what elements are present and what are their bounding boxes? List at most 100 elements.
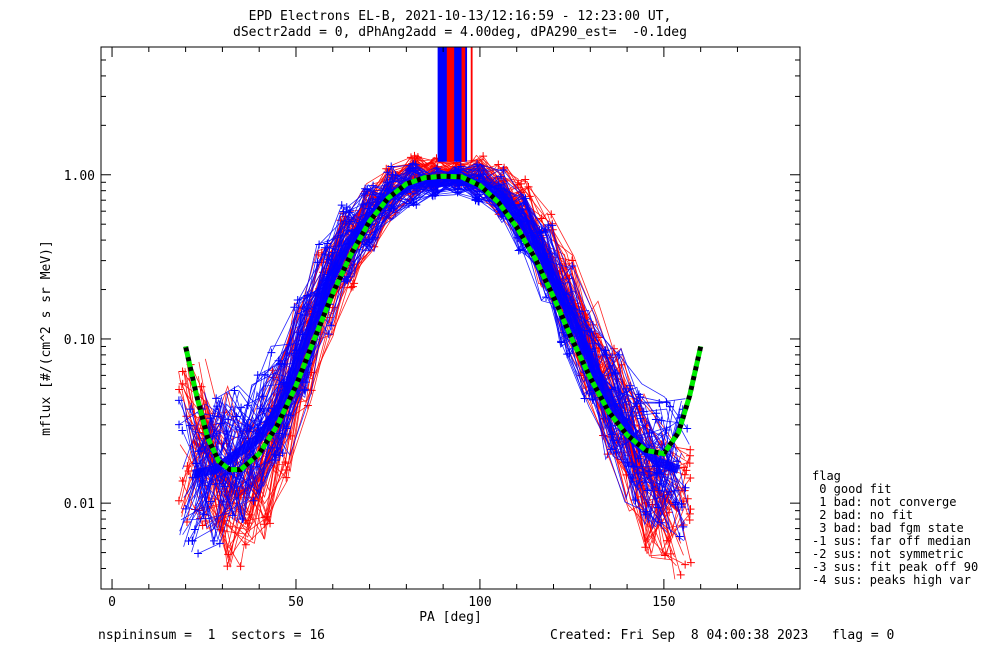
x-tick-label: 0 [108, 595, 116, 610]
data-point-marker [383, 168, 392, 177]
data-point-marker [206, 414, 215, 423]
footer-right: Created: Fri Sep 8 04:00:38 2023 flag = … [550, 628, 895, 643]
data-point-marker [194, 549, 203, 558]
data-point-marker [241, 540, 250, 549]
data-point-marker [494, 160, 503, 169]
flag-legend-item: 3 bad: bad fgm state [812, 521, 964, 535]
data-point-marker [626, 381, 635, 390]
y-axis-label: mflux [#/(cm^2 s sr MeV)] [39, 240, 54, 436]
data-point-marker [183, 462, 192, 471]
fit-curve-green [183, 173, 704, 473]
data-point-marker [686, 473, 695, 482]
data-point-marker [210, 536, 219, 545]
data-point-marker [224, 550, 233, 559]
data-point-marker [493, 205, 502, 214]
data-point-marker [473, 160, 482, 169]
data-point-marker [474, 197, 483, 206]
data-point-marker [260, 370, 269, 379]
data-point-marker [676, 570, 685, 579]
data-point-marker [253, 371, 262, 380]
data-point-marker [388, 170, 397, 179]
data-point-marker [246, 424, 255, 433]
data-point-marker [345, 220, 354, 229]
data-point-marker [215, 539, 224, 548]
data-point-marker [672, 457, 681, 466]
data-point-marker [194, 447, 203, 456]
flag-legend-item: -4 sus: peaks high var [812, 573, 971, 587]
data-point-marker [639, 407, 648, 416]
data-point-marker [337, 201, 346, 210]
flag-legend-item: -2 sus: not symmetric [812, 547, 964, 561]
data-point-marker [382, 164, 391, 173]
data-point-marker [655, 398, 664, 407]
data-point-marker [271, 456, 280, 465]
y-tick-label: 0.01 [64, 497, 95, 512]
data-point-marker [324, 255, 333, 264]
data-point-marker [675, 532, 684, 541]
data-point-marker [223, 562, 232, 571]
data-point-marker [249, 496, 258, 505]
data-point-marker [358, 200, 367, 209]
data-point-marker [641, 543, 650, 552]
data-point-marker [286, 411, 295, 420]
data-point-marker [236, 562, 245, 571]
series-trace [199, 165, 686, 541]
data-point-marker [266, 519, 275, 528]
spike-band [470, 47, 473, 162]
data-point-marker [182, 518, 191, 527]
series-line [192, 176, 681, 479]
data-point-marker [303, 291, 312, 300]
data-point-marker [521, 194, 530, 203]
data-point-marker [184, 536, 193, 545]
data-point-marker [197, 382, 206, 391]
data-point-marker [547, 210, 556, 219]
plot-frame [100, 46, 801, 590]
data-point-marker [273, 443, 282, 452]
data-point-marker [681, 560, 690, 569]
data-point-marker [206, 497, 215, 506]
data-point-marker [662, 398, 671, 407]
x-tick-label: 50 [288, 595, 304, 610]
data-point-marker [348, 282, 357, 291]
data-point-marker [314, 250, 323, 259]
data-point-marker [387, 162, 396, 171]
x-axis-label: PA [deg] [419, 610, 482, 625]
data-point-marker [514, 246, 523, 255]
y-tick-label: 1.00 [64, 169, 95, 184]
data-traces [174, 47, 695, 580]
data-point-marker [281, 430, 290, 439]
flag-legend-item: -1 sus: far off median [812, 534, 971, 548]
data-point-marker [677, 499, 686, 508]
data-point-marker [548, 221, 557, 230]
fit-curve-black [183, 173, 704, 473]
data-point-marker [362, 185, 371, 194]
footer-left: nspininsum = 1 sectors = 16 [98, 628, 325, 643]
data-point-marker [568, 261, 577, 270]
data-point-marker [600, 346, 609, 355]
flag-legend: flag 0 good fit 1 bad: not converge 2 ba… [812, 470, 978, 587]
data-point-marker [238, 514, 247, 523]
data-point-marker [686, 505, 695, 514]
data-point-marker [278, 449, 287, 458]
data-point-marker [681, 483, 690, 492]
data-point-marker [369, 181, 378, 190]
flag-legend-title: flag [812, 469, 841, 483]
data-point-marker [175, 420, 184, 429]
data-point-marker [290, 303, 299, 312]
data-point-marker [228, 511, 237, 520]
data-point-marker [479, 170, 488, 179]
data-point-marker [607, 445, 616, 454]
data-point-marker [518, 205, 527, 214]
data-point-marker [661, 551, 670, 560]
data-point-marker [315, 240, 324, 249]
data-point-marker [632, 399, 641, 408]
data-point-marker [686, 558, 695, 567]
data-point-marker [652, 468, 661, 477]
data-point-marker [519, 198, 528, 207]
data-point-marker [683, 494, 692, 503]
data-point-marker [174, 396, 183, 405]
data-point-marker [410, 151, 419, 160]
data-point-marker [198, 521, 207, 530]
data-point-marker [541, 225, 550, 234]
